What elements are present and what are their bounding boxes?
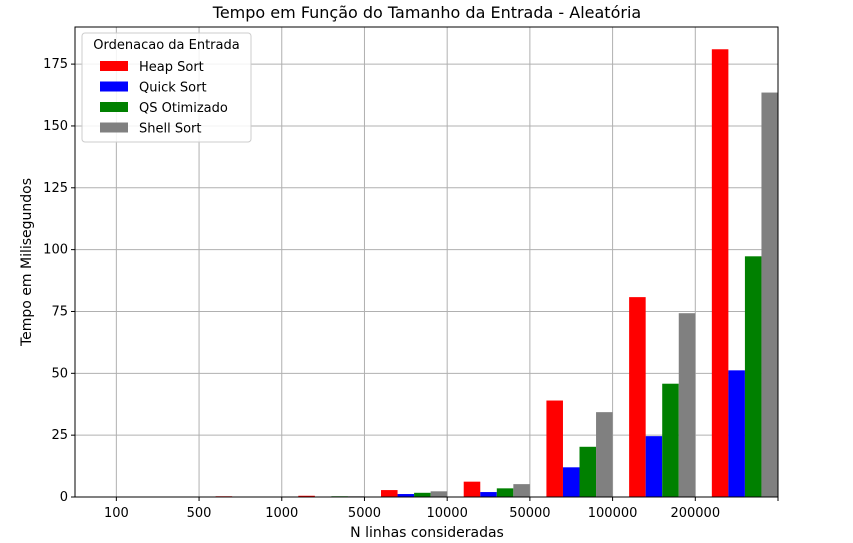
bar bbox=[678, 313, 696, 497]
legend-label: Shell Sort bbox=[139, 122, 202, 137]
y-tick-label: 0 bbox=[60, 490, 68, 505]
x-axis: 100 500 1000 5000 10000 50000 100000 200000 bbox=[104, 497, 779, 521]
plot-frame bbox=[74, 26, 779, 498]
bar bbox=[711, 49, 729, 498]
bar bbox=[513, 484, 530, 497]
bar bbox=[496, 488, 514, 497]
bar bbox=[397, 494, 415, 497]
y-tick-label: 25 bbox=[51, 428, 68, 443]
legend-swatch bbox=[100, 81, 128, 92]
x-tick-label: 5000 bbox=[348, 506, 381, 521]
y-tick-label: 125 bbox=[43, 181, 68, 196]
bar bbox=[430, 491, 448, 497]
x-tick-label: 100 bbox=[104, 506, 129, 521]
y-tick-label: 100 bbox=[43, 243, 68, 258]
legend-swatch bbox=[100, 102, 128, 112]
y-tick-label: 75 bbox=[51, 304, 68, 319]
x-tick-label: 1000 bbox=[265, 506, 298, 521]
legend-swatch bbox=[100, 122, 128, 133]
legend-box bbox=[81, 32, 252, 143]
legend-swatch bbox=[100, 61, 128, 71]
grid-lines bbox=[75, 27, 779, 498]
bar bbox=[629, 297, 646, 497]
bar bbox=[579, 446, 597, 497]
bar bbox=[480, 492, 497, 497]
legend-label: Quick Sort bbox=[139, 81, 207, 96]
y-tick-label: 50 bbox=[51, 366, 68, 381]
bar bbox=[463, 481, 481, 497]
bars bbox=[132, 49, 778, 498]
legend-title: Ordenacao da Entrada bbox=[93, 38, 239, 53]
chart-title: Tempo em Função do Tamanho da Entrada - … bbox=[212, 3, 641, 22]
legend: Ordenacao da Entrada Heap Sort Quick Sort Q… bbox=[81, 32, 252, 143]
x-tick-label: 500 bbox=[187, 506, 212, 521]
bar bbox=[744, 256, 762, 497]
bar bbox=[662, 383, 679, 497]
x-tick-label: 100000 bbox=[588, 506, 638, 521]
bar bbox=[381, 490, 398, 497]
y-tick-label: 175 bbox=[43, 57, 68, 72]
x-tick-label: 50000 bbox=[509, 506, 550, 521]
x-tick-label: 10000 bbox=[426, 506, 467, 521]
bar bbox=[728, 370, 745, 497]
bar bbox=[645, 436, 663, 497]
x-axis-label: N linhas consideradas bbox=[350, 525, 504, 541]
y-axis: 0 25 50 75 100 125 150 175 bbox=[43, 57, 75, 505]
bar bbox=[414, 492, 431, 497]
bar bbox=[596, 412, 613, 497]
x-tick-label: 200000 bbox=[670, 506, 720, 521]
y-axis-label: Tempo em Milisegundos bbox=[19, 178, 35, 347]
y-tick-label: 150 bbox=[43, 119, 68, 134]
bar bbox=[761, 92, 778, 497]
legend-label: QS Otimizado bbox=[139, 101, 228, 116]
bar bbox=[298, 495, 315, 497]
legend-label: Heap Sort bbox=[139, 60, 204, 75]
bar bbox=[546, 400, 563, 497]
bar bbox=[562, 467, 580, 497]
